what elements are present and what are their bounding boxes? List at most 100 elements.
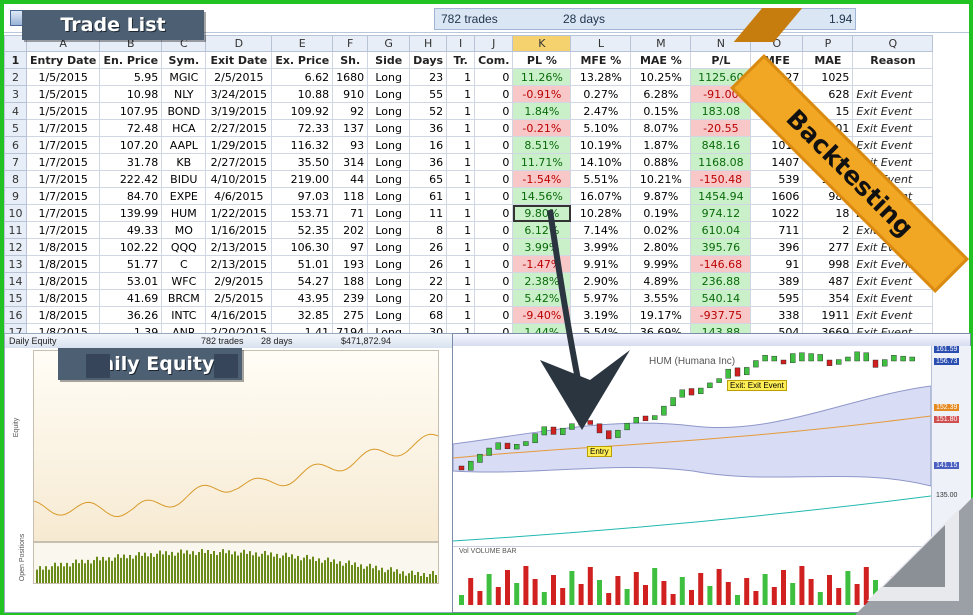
- table-cell[interactable]: Exit Event: [852, 136, 934, 154]
- table-cell[interactable]: 1: [446, 85, 476, 103]
- table-cell[interactable]: 0.27%: [570, 85, 632, 103]
- table-cell[interactable]: 10.98: [99, 85, 163, 103]
- field-header[interactable]: Sh.: [332, 51, 369, 69]
- table-cell[interactable]: 1606: [750, 187, 804, 205]
- table-cell[interactable]: Long: [367, 170, 411, 188]
- table-cell[interactable]: 1: [446, 119, 476, 137]
- table-cell[interactable]: 7.14%: [570, 221, 632, 239]
- table-cell[interactable]: 106.30: [271, 238, 334, 256]
- table-cell[interactable]: 1/5/2015: [25, 102, 101, 120]
- table-cell[interactable]: 2/5/2015: [205, 68, 273, 86]
- table-cell[interactable]: 2/13/2015: [205, 238, 273, 256]
- table-cell[interactable]: MGIC: [161, 68, 207, 86]
- table-cell[interactable]: 1: [446, 170, 476, 188]
- table-cell[interactable]: 97: [332, 238, 369, 256]
- table-cell[interactable]: 10.88: [271, 85, 334, 103]
- table-cell[interactable]: 395.76: [690, 238, 752, 256]
- field-header[interactable]: En. Price: [99, 51, 163, 69]
- table-cell[interactable]: MO: [161, 221, 207, 239]
- table-cell[interactable]: 1/7/2015: [25, 204, 101, 222]
- table-cell[interactable]: 72.33: [271, 119, 334, 137]
- table-cell[interactable]: 84.70: [99, 187, 163, 205]
- table-cell[interactable]: Exit Event: [852, 102, 934, 120]
- table-cell[interactable]: 92: [332, 102, 369, 120]
- row-number[interactable]: 11: [4, 221, 27, 239]
- table-cell[interactable]: 1: [446, 187, 476, 205]
- table-cell[interactable]: 0: [474, 170, 514, 188]
- table-cell[interactable]: Long: [367, 272, 411, 290]
- table-cell[interactable]: 5.95: [99, 68, 163, 86]
- table-row[interactable]: 15 1/8/2015 41.69 BRCM 2/5/2015 43.95 239 Long 2…: [4, 289, 934, 307]
- table-cell[interactable]: 539: [750, 170, 804, 188]
- table-cell[interactable]: 1/29/2015: [205, 136, 273, 154]
- table-cell[interactable]: 277: [802, 238, 854, 256]
- table-cell[interactable]: 118: [332, 187, 369, 205]
- table-cell[interactable]: 20: [409, 289, 448, 307]
- table-cell[interactable]: -1.54%: [512, 170, 572, 188]
- column-header-k[interactable]: K: [512, 35, 572, 52]
- table-cell[interactable]: QQQ: [161, 238, 207, 256]
- table-cell[interactable]: 36: [409, 153, 448, 171]
- table-cell[interactable]: 31.78: [99, 153, 163, 171]
- table-cell[interactable]: 1: [446, 255, 476, 273]
- table-cell[interactable]: 0: [474, 238, 514, 256]
- table-cell[interactable]: 2/5/2015: [205, 289, 273, 307]
- table-cell[interactable]: 1022: [750, 204, 804, 222]
- table-cell[interactable]: 65: [409, 170, 448, 188]
- table-cell[interactable]: 974.12: [690, 204, 752, 222]
- table-cell[interactable]: 910: [332, 85, 369, 103]
- table-cell[interactable]: 68: [409, 306, 448, 324]
- table-cell[interactable]: 8.07%: [630, 119, 692, 137]
- table-cell[interactable]: 116.32: [271, 136, 334, 154]
- table-cell[interactable]: 1: [446, 272, 476, 290]
- table-cell[interactable]: Long: [367, 102, 411, 120]
- table-row[interactable]: 11 1/7/2015 49.33 MO 1/16/2015 52.35 202 Long 8 1…: [4, 221, 934, 239]
- table-cell[interactable]: 1: [446, 289, 476, 307]
- table-cell[interactable]: 1680: [332, 68, 369, 86]
- table-cell[interactable]: -20.55: [690, 119, 752, 137]
- table-cell[interactable]: 0: [474, 153, 514, 171]
- table-cell[interactable]: 610.04: [690, 221, 752, 239]
- table-cell[interactable]: 10.21%: [630, 170, 692, 188]
- table-cell[interactable]: 219.00: [271, 170, 334, 188]
- table-cell[interactable]: 1/8/2015: [25, 306, 101, 324]
- table-cell[interactable]: Long: [367, 289, 411, 307]
- table-row[interactable]: 3 1/5/2015 10.98 NLY 3/24/2015 10.88 910 Long 55…: [4, 85, 934, 103]
- table-cell[interactable]: 36.26: [99, 306, 163, 324]
- table-cell[interactable]: 354: [802, 289, 854, 307]
- table-cell[interactable]: 1/5/2015: [25, 68, 101, 86]
- field-header[interactable]: Tr.: [446, 51, 476, 69]
- table-cell[interactable]: 52.35: [271, 221, 334, 239]
- table-cell[interactable]: 36: [409, 119, 448, 137]
- table-cell[interactable]: 1/7/2015: [25, 153, 101, 171]
- field-header[interactable]: Exit Date: [205, 51, 273, 69]
- table-cell[interactable]: 1/16/2015: [205, 221, 273, 239]
- table-cell[interactable]: 43.95: [271, 289, 334, 307]
- table-cell[interactable]: -150.48: [690, 170, 752, 188]
- table-cell[interactable]: 3.19%: [570, 306, 632, 324]
- table-cell[interactable]: 3/19/2015: [205, 102, 273, 120]
- table-cell[interactable]: 49.33: [99, 221, 163, 239]
- table-cell[interactable]: 0: [474, 255, 514, 273]
- table-cell[interactable]: 10.25%: [630, 68, 692, 86]
- table-cell[interactable]: 0: [474, 102, 514, 120]
- table-cell[interactable]: 22: [409, 272, 448, 290]
- field-header[interactable]: P/L: [690, 51, 752, 69]
- table-cell[interactable]: 51.01: [271, 255, 334, 273]
- table-cell[interactable]: 1168.08: [690, 153, 752, 171]
- table-row[interactable]: 13 1/8/2015 51.77 C 2/13/2015 51.01 193 Long 26 1…: [4, 255, 934, 273]
- table-cell[interactable]: 0: [474, 272, 514, 290]
- column-header-q[interactable]: Q: [852, 35, 934, 52]
- table-cell[interactable]: 11.26%: [512, 68, 572, 86]
- table-cell[interactable]: 998: [802, 255, 854, 273]
- table-cell[interactable]: 1/7/2015: [25, 187, 101, 205]
- table-cell[interactable]: Exit Event: [852, 306, 934, 324]
- table-cell[interactable]: 52: [409, 102, 448, 120]
- table-cell[interactable]: 1.87%: [630, 136, 692, 154]
- table-cell[interactable]: 1/8/2015: [25, 238, 101, 256]
- table-cell[interactable]: NLY: [161, 85, 207, 103]
- row-number[interactable]: 4: [4, 102, 27, 120]
- table-cell[interactable]: 540.14: [690, 289, 752, 307]
- row-number[interactable]: 9: [4, 187, 27, 205]
- table-cell[interactable]: Exit Event: [852, 119, 934, 137]
